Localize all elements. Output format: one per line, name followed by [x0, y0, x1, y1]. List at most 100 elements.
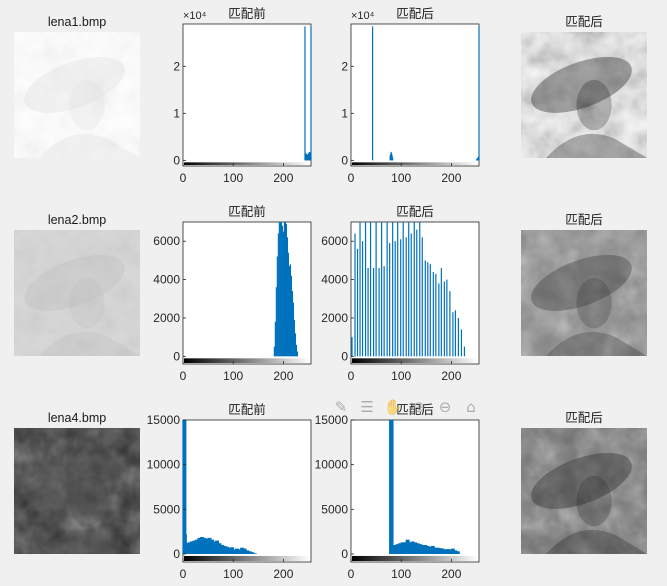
histogram-axes: 匹配前 0 5000 10000 15000 0 100 200	[147, 402, 312, 581]
colorbar	[184, 358, 310, 363]
shoulder-shape	[39, 331, 140, 356]
y-tick-label: 5000	[321, 502, 348, 516]
bar-mark	[212, 541, 217, 554]
y-tick-label: 10000	[147, 458, 181, 472]
bar-mark	[273, 346, 275, 357]
bar-mark	[445, 549, 450, 554]
bar-mark	[455, 551, 460, 554]
bar-mark	[280, 222, 282, 357]
bar-mark	[420, 545, 425, 554]
bar-mark	[354, 233, 356, 357]
x-tick-label: 100	[223, 171, 243, 185]
y-tick-label: 0	[173, 153, 180, 167]
hat-shape	[531, 254, 632, 311]
bar-mark	[435, 547, 440, 554]
datatip-icon[interactable]: ☰	[360, 398, 374, 416]
x-tick-label: 100	[391, 369, 411, 383]
bar-mark	[440, 548, 445, 554]
bar-mark	[310, 26, 312, 161]
bar-mark	[284, 222, 286, 357]
face-shape	[69, 475, 105, 527]
x-tick-label: 0	[348, 171, 355, 185]
bar-mark	[415, 543, 420, 554]
bar-mark	[277, 233, 279, 357]
y-tick-label: 10000	[315, 458, 349, 472]
bar-mark	[289, 264, 292, 357]
y-tick-label: 2	[173, 59, 180, 73]
bar-mark	[408, 542, 413, 554]
image-texture	[521, 428, 647, 554]
bar-mark	[423, 545, 428, 554]
bar-mark	[446, 279, 448, 357]
bar-mark	[275, 287, 277, 357]
bar-mark	[227, 547, 232, 554]
bar-mark	[242, 548, 247, 554]
bar-mark	[400, 542, 405, 554]
home-icon[interactable]: ⌂	[466, 398, 476, 416]
image-texture	[14, 32, 140, 158]
bar-mark	[430, 545, 435, 554]
bar-mark	[304, 26, 306, 161]
pan-hand-icon[interactable]: ✋	[383, 398, 403, 416]
colorbar	[184, 162, 310, 165]
bar-mark	[424, 260, 426, 357]
bar-mark	[389, 420, 394, 554]
bar-mark	[478, 26, 480, 161]
bar-mark	[281, 225, 283, 357]
bar-mark	[182, 534, 187, 554]
image-title: lena1.bmp	[48, 15, 106, 29]
bar-mark	[463, 346, 466, 357]
histogram-axes: 匹配后 0 5000 10000 15000 0 100 200	[315, 402, 480, 581]
image-texture	[521, 32, 647, 158]
axes-title: 匹配后	[396, 402, 434, 417]
bar-mark	[367, 268, 369, 357]
axes-title: 匹配前	[228, 6, 266, 21]
y-tick-label: 0	[341, 547, 348, 561]
brush-icon[interactable]: ✎	[334, 398, 348, 416]
x-tick-label: 200	[441, 171, 461, 185]
bar-mark	[192, 540, 197, 554]
y-tick-label: 15000	[147, 413, 181, 427]
zoom-in-icon[interactable]: ⊕	[412, 398, 426, 416]
bar-mark	[413, 542, 418, 554]
bar-mark	[410, 541, 415, 554]
bar-mark	[204, 538, 209, 554]
bar-mark	[250, 552, 255, 554]
bar-mark	[443, 549, 448, 554]
hat-shape	[531, 452, 632, 509]
hat-shape	[24, 452, 125, 509]
bar-mark	[425, 545, 430, 554]
bar-mark	[438, 283, 440, 357]
bar-mark	[457, 317, 460, 357]
bar-mark	[235, 548, 240, 554]
bar-mark	[288, 266, 291, 357]
axes-title: 匹配前	[228, 402, 266, 417]
bar-mark	[220, 545, 225, 554]
x-tick-label: 200	[273, 171, 293, 185]
y-tick-label: 4000	[153, 273, 180, 287]
face-shape	[576, 475, 612, 527]
axes-toolbar: ✎ ☰ ✋ ⊕ ⊖ ⌂	[330, 396, 482, 418]
face-shape	[69, 79, 105, 131]
x-tick-label: 0	[180, 369, 187, 383]
image-title: lena2.bmp	[48, 213, 106, 227]
face-shape	[69, 277, 105, 329]
bar-mark	[279, 222, 281, 357]
x-tick-label: 100	[391, 567, 411, 581]
bar-mark	[394, 241, 396, 357]
bar-mark	[369, 222, 372, 357]
bar-mark	[296, 351, 299, 357]
bar-mark	[240, 547, 245, 554]
image-panel: 匹配后	[521, 411, 647, 554]
y-tick-label: 0	[173, 349, 180, 363]
y-tick-label: 2	[341, 59, 348, 73]
axes-title: 匹配后	[396, 6, 434, 21]
bar-mark	[371, 26, 374, 161]
bar-mark	[389, 243, 391, 357]
bar-mark	[293, 319, 296, 357]
y-tick-label: 2000	[321, 311, 348, 325]
zoom-out-icon[interactable]: ⊖	[438, 398, 452, 416]
bar-mark	[247, 551, 252, 554]
bar-mark	[237, 549, 242, 554]
image-title: 匹配后	[565, 213, 603, 227]
